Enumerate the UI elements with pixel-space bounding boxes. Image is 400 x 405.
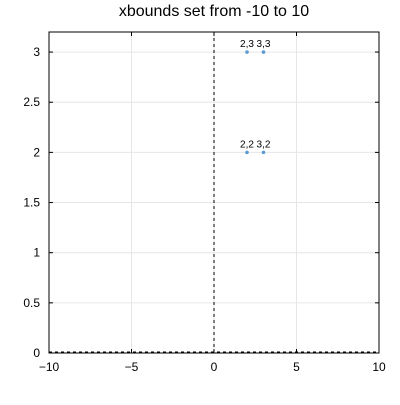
x-tick-label: 0	[211, 360, 218, 374]
reference-lines	[49, 32, 379, 353]
x-tick-label: −5	[125, 360, 139, 374]
data-point	[261, 50, 266, 54]
y-tick-label: 3	[33, 45, 40, 59]
x-tick-label: −10	[39, 360, 60, 374]
y-tick-label: 0.5	[23, 296, 40, 310]
y-tick-label: 2	[33, 145, 40, 159]
data-point-label: 3,3	[257, 39, 271, 50]
data-point-label: 2,2	[240, 139, 254, 150]
data-point-label: 3,2	[257, 139, 271, 150]
data-point-label: 2,3	[240, 39, 254, 50]
axis-ticks: −10 −5 0 5 10 0 0.5 1 1.5 2 2.5 3	[23, 32, 386, 374]
y-tick-label: 1.5	[23, 196, 40, 210]
data-point	[245, 150, 249, 155]
data-point	[245, 50, 249, 54]
data-point	[261, 150, 266, 155]
y-tick-label: 2.5	[23, 95, 40, 109]
x-tick-label: 10	[372, 360, 386, 374]
y-tick-label: 1	[33, 246, 40, 260]
y-tick-label: 0	[33, 346, 40, 360]
x-tick-label: 5	[293, 360, 300, 374]
chart-title: xbounds set from -10 to 10	[119, 3, 309, 20]
data-points: 2,2 3,2 2,3 3,3	[240, 39, 271, 155]
